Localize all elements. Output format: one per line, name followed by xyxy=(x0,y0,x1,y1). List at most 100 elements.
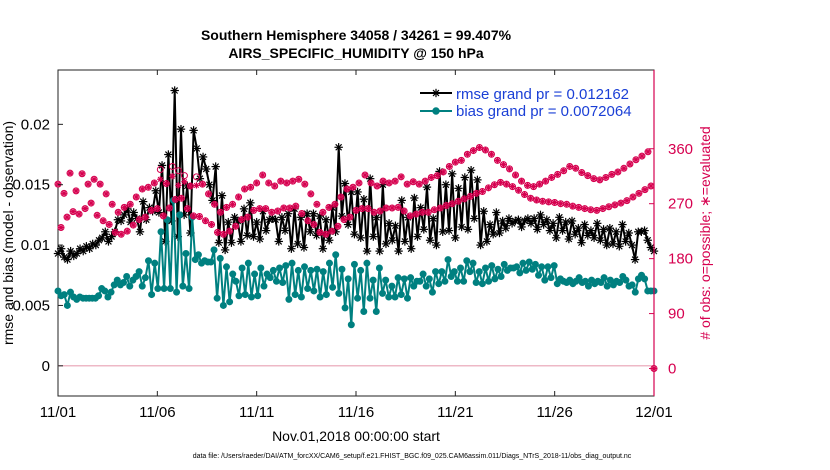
obs-evaluated-point xyxy=(358,205,366,212)
obs-evaluated-point xyxy=(202,217,209,224)
obs-evaluated-point xyxy=(509,183,516,190)
obs-evaluated-point xyxy=(331,201,339,208)
obs-evaluated-point xyxy=(503,180,510,188)
y-tick-label-left: 0 xyxy=(42,358,50,375)
bias-point xyxy=(322,291,330,299)
bias-point xyxy=(272,277,280,285)
obs-evaluated-point xyxy=(536,180,543,188)
bias-point xyxy=(173,288,181,296)
obs-evaluated-point xyxy=(262,205,269,212)
rmse-point xyxy=(239,204,249,214)
obs-evaluated-point xyxy=(605,203,613,210)
bias-point xyxy=(226,298,234,306)
bias-point xyxy=(407,274,415,282)
bias-point xyxy=(319,268,327,276)
obs-evaluated-point xyxy=(205,190,212,198)
bias-point xyxy=(194,251,202,259)
bias-point xyxy=(481,264,489,272)
rmse-point xyxy=(419,225,428,234)
bias-point xyxy=(332,251,340,259)
obs-evaluated-point xyxy=(316,229,324,236)
bias-point xyxy=(354,294,362,302)
rmse-point xyxy=(214,238,224,247)
obs-evaluated-point xyxy=(99,217,107,224)
bias-point xyxy=(294,266,302,274)
obs-evaluated-point xyxy=(506,165,513,173)
bias-point xyxy=(519,259,527,267)
bias-point xyxy=(603,282,611,290)
obs-evaluated-point xyxy=(334,223,342,230)
rmse-point xyxy=(605,223,615,233)
rmse-point xyxy=(593,219,602,228)
rmse-point xyxy=(138,197,148,206)
obs-possible-point xyxy=(192,173,200,181)
obs-evaluated-point xyxy=(235,193,242,201)
rmse-point xyxy=(391,221,400,230)
y-tick-label-right: 270 xyxy=(668,196,693,213)
obs-evaluated-point xyxy=(54,180,62,188)
rmse-point xyxy=(463,225,473,234)
obs-evaluated-point xyxy=(283,179,290,187)
obs-evaluated-point xyxy=(388,204,396,212)
y-tick-label-right: 180 xyxy=(668,251,693,268)
bias-point xyxy=(575,274,583,282)
obs-evaluated-point xyxy=(154,205,161,212)
rmse-point xyxy=(457,222,466,232)
bias-point xyxy=(382,276,390,284)
bias-point xyxy=(232,277,240,285)
y-tick-label-left: 0.01 xyxy=(21,237,50,254)
bias-point xyxy=(553,280,561,288)
bias-point xyxy=(297,293,305,301)
bias-point xyxy=(66,288,74,296)
rmse-point xyxy=(129,208,138,217)
bias-point xyxy=(176,211,184,219)
bias-point xyxy=(472,279,480,287)
rmse-point xyxy=(334,143,343,152)
bias-point xyxy=(394,274,402,282)
rmse-point xyxy=(293,239,302,249)
obs-evaluated-point xyxy=(521,191,528,198)
rmse-point xyxy=(365,174,375,183)
rmse-point xyxy=(205,180,214,189)
bias-point xyxy=(247,293,255,301)
obs-evaluated-point xyxy=(274,207,281,215)
legend-box xyxy=(417,77,645,121)
bias-point xyxy=(360,307,368,315)
obs-evaluated-point xyxy=(69,208,77,215)
obs-evaluated-point xyxy=(409,178,417,185)
bias-point xyxy=(254,292,262,300)
bias-point xyxy=(151,259,159,267)
legend-rmse-label: rmse grand pr = 0.012162 xyxy=(456,86,629,103)
rmse-point xyxy=(252,217,261,227)
rmse-point xyxy=(53,249,63,258)
bias-point xyxy=(95,292,103,300)
rmse-point xyxy=(211,162,220,171)
bias-point xyxy=(597,279,605,287)
x-tick-label: 11/16 xyxy=(338,404,374,421)
bias-point xyxy=(266,274,274,282)
bias-point xyxy=(410,282,418,290)
obs-evaluated-point xyxy=(542,177,549,185)
rmse-point xyxy=(353,187,362,197)
obs-evaluated-point xyxy=(473,190,480,197)
bias-point xyxy=(357,266,365,274)
footer-data-file: data file: /Users/raeder/DAI/ATM_forcXX/… xyxy=(193,453,632,460)
obs-evaluated-point xyxy=(160,212,167,220)
obs-evaluated-point xyxy=(250,207,257,214)
obs-evaluated-point xyxy=(139,185,146,193)
bias-point xyxy=(54,287,62,295)
obs-evaluated-point xyxy=(102,190,110,198)
rmse-point xyxy=(400,237,410,246)
rmse-point xyxy=(261,226,271,235)
obs-evaluated-point xyxy=(440,168,447,176)
obs-evaluated-point xyxy=(265,179,272,187)
obs-evaluated-point xyxy=(328,227,336,235)
rmse-point xyxy=(621,237,630,246)
bias-point xyxy=(157,228,165,236)
rmse-point xyxy=(548,219,558,228)
bias-point xyxy=(244,259,252,267)
bias-point xyxy=(416,277,424,285)
rmse-point xyxy=(460,173,469,182)
bias-point xyxy=(525,258,533,266)
